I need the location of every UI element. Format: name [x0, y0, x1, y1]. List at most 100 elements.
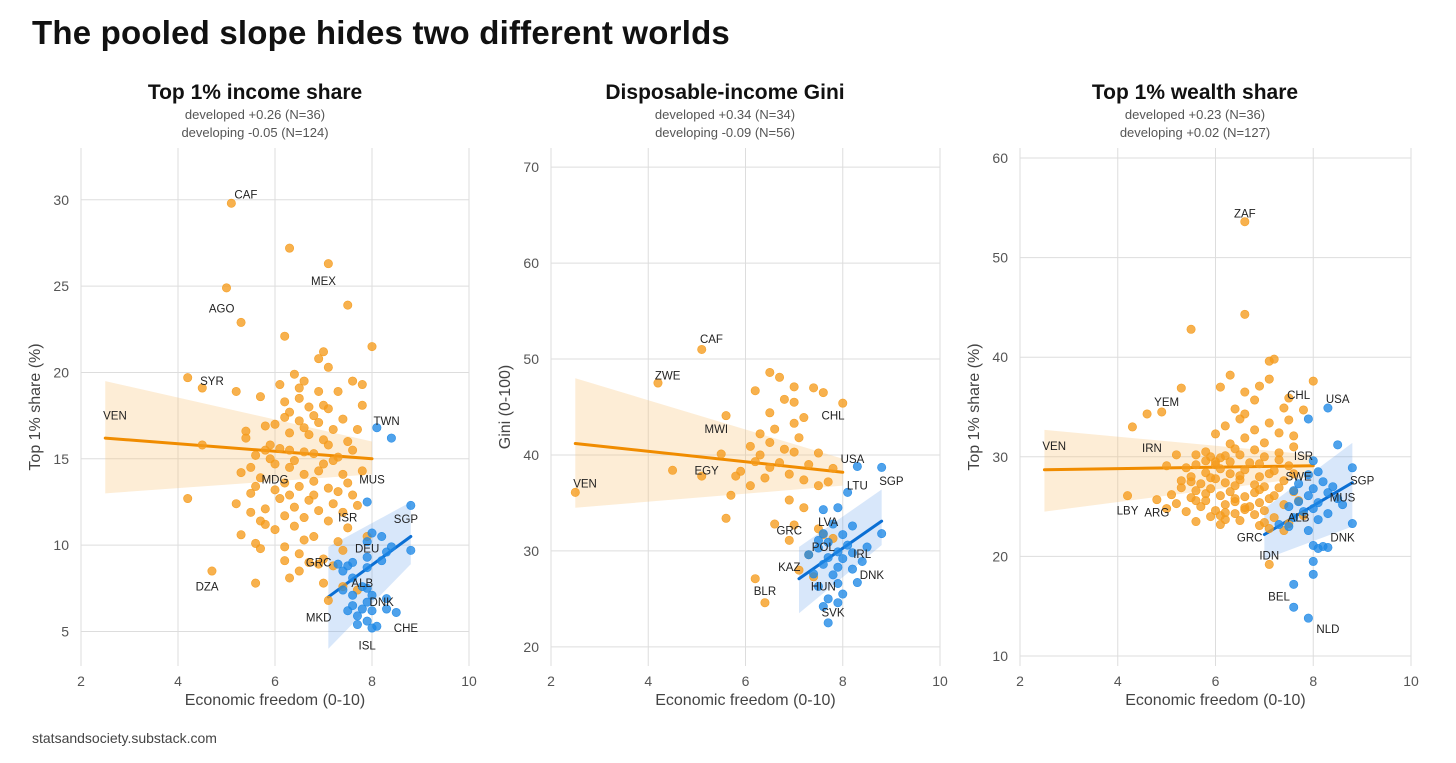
- developed-point: [838, 589, 848, 599]
- developed-point: [862, 542, 872, 552]
- country-label: CHL: [822, 411, 846, 423]
- developing-point: [1230, 404, 1240, 414]
- developing-point: [1196, 479, 1206, 489]
- page-title: The pooled slope hides two different wor…: [32, 14, 730, 51]
- country-label: ZAF: [1234, 209, 1256, 221]
- developed-point: [377, 556, 387, 566]
- developing-series: [1123, 217, 1318, 569]
- country-label: DEU: [355, 544, 379, 556]
- developed-point: [367, 528, 377, 538]
- developing-point: [1230, 509, 1240, 519]
- developing-point: [1240, 433, 1250, 443]
- y-tick-label: 30: [992, 449, 1008, 465]
- y-tick-label: 30: [523, 543, 539, 559]
- developing-point: [285, 462, 295, 472]
- developing-point: [352, 500, 362, 510]
- developed-point: [1294, 497, 1304, 507]
- developing-point: [823, 477, 833, 487]
- developing-point: [270, 419, 280, 429]
- country-label: POL: [812, 542, 836, 554]
- country-label: MUS: [1330, 493, 1356, 505]
- developed-point: [1303, 613, 1313, 623]
- developing-point: [207, 566, 217, 576]
- y-tick-label: 40: [992, 349, 1008, 365]
- developing-point: [1191, 517, 1201, 527]
- developing-point: [314, 418, 324, 428]
- developed-point: [391, 607, 401, 617]
- developing-point: [799, 503, 809, 513]
- developed-point: [847, 564, 857, 574]
- developing-point: [1279, 476, 1289, 486]
- developed-point: [1328, 482, 1338, 492]
- developing-point: [1250, 510, 1260, 520]
- y-tick-label: 20: [53, 364, 69, 380]
- developing-point: [721, 513, 731, 523]
- developing-point: [314, 466, 324, 476]
- developing-point: [755, 429, 765, 439]
- developing-point: [750, 386, 760, 396]
- developing-point: [1240, 309, 1250, 319]
- developing-point: [818, 388, 828, 398]
- x-tick-label: 10: [1403, 673, 1419, 689]
- y-axis-label: Top 1% share (%): [27, 343, 44, 470]
- developing-point: [1157, 407, 1167, 417]
- developing-point: [770, 519, 780, 529]
- developing-point: [343, 437, 353, 447]
- developed-point: [1338, 500, 1348, 510]
- developing-point: [775, 458, 785, 468]
- developing-point: [1142, 409, 1152, 419]
- developed-point: [367, 590, 377, 600]
- country-label: SGP: [1350, 476, 1375, 488]
- developed-point: [1308, 540, 1318, 550]
- developing-point: [1298, 405, 1308, 415]
- y-tick-label: 70: [523, 159, 539, 175]
- developing-point: [338, 545, 348, 555]
- developing-fit-line: [573, 441, 845, 474]
- panel-2: Disposable-income Gini developed +0.34 (N…: [497, 81, 948, 709]
- developing-point: [1215, 491, 1225, 501]
- developing-point: [1240, 465, 1250, 475]
- developing-point: [1284, 393, 1294, 403]
- country-label: NLD: [1316, 624, 1339, 636]
- developing-point: [338, 469, 348, 479]
- developing-point: [1191, 450, 1201, 460]
- developing-point: [779, 394, 789, 404]
- developing-point: [1240, 217, 1250, 227]
- developing-point: [1235, 414, 1245, 424]
- developed-series: [333, 423, 416, 633]
- developed-point: [813, 581, 823, 591]
- developed-point: [838, 554, 848, 564]
- country-label: SWE: [1285, 472, 1312, 484]
- grid: [550, 148, 941, 666]
- developing-point: [809, 383, 819, 393]
- developing-point: [280, 412, 290, 422]
- developing-point: [784, 495, 794, 505]
- developing-point: [280, 397, 290, 407]
- developing-point: [697, 471, 707, 481]
- country-label: USA: [1326, 394, 1350, 406]
- developing-point: [323, 595, 333, 605]
- y-tick-label: 30: [53, 192, 69, 208]
- developing-point: [328, 424, 338, 434]
- developed-point: [362, 552, 372, 562]
- developing-confidence-band: [575, 378, 843, 508]
- developing-point: [304, 430, 314, 440]
- developing-point: [1220, 500, 1230, 510]
- developed-point: [857, 556, 867, 566]
- developing-point: [289, 502, 299, 512]
- developed-point: [1323, 488, 1333, 498]
- developing-point: [231, 386, 241, 396]
- developed-point: [382, 594, 392, 604]
- y-tick-label: 60: [992, 150, 1008, 166]
- developed-point: [1308, 556, 1318, 566]
- developing-point: [357, 466, 367, 476]
- developing-point: [323, 404, 333, 414]
- developing-point: [299, 535, 309, 545]
- developed-point: [382, 604, 392, 614]
- developed-series: [804, 461, 887, 628]
- developing-point: [323, 440, 333, 450]
- developing-point: [299, 513, 309, 523]
- developing-point: [1220, 421, 1230, 431]
- y-tick-label: 20: [992, 548, 1008, 564]
- country-label: KAZ: [778, 562, 800, 574]
